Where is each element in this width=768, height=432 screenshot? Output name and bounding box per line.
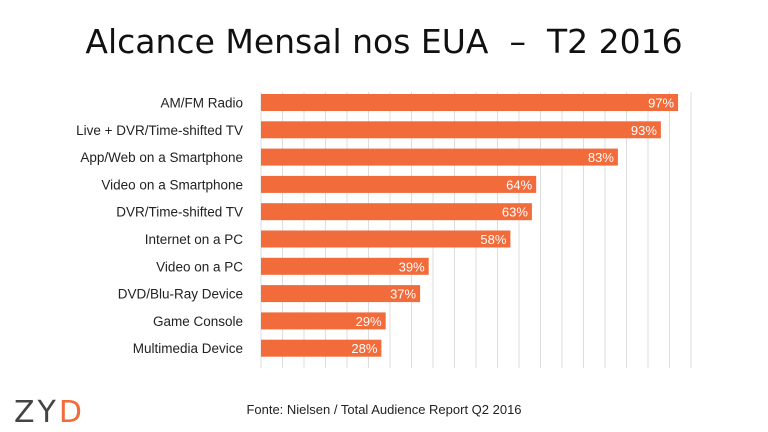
category-labels: AM/FM Radio Live + DVR/Time-shifted TV App…: [76, 96, 243, 357]
value-label: 97%: [648, 96, 674, 111]
bar: [261, 339, 382, 357]
category-label: Internet on a PC: [145, 232, 244, 247]
value-label: 39%: [399, 259, 425, 274]
category-label: DVD/Blu-Ray Device: [118, 287, 243, 302]
bars: [261, 94, 679, 357]
bar: [261, 148, 618, 166]
value-label: 29%: [356, 314, 382, 329]
category-label: Game Console: [153, 314, 243, 329]
value-label: 64%: [506, 177, 532, 192]
bar: [261, 230, 511, 248]
bar: [261, 175, 537, 193]
bar: [261, 94, 679, 111]
category-label: Live + DVR/Time-shifted TV: [76, 123, 243, 138]
bar: [261, 312, 386, 330]
value-label: 28%: [351, 341, 377, 356]
chart-title: Alcance Mensal nos EUA – T2 2016: [85, 22, 683, 61]
category-label: Video on a Smartphone: [101, 177, 243, 192]
bar: [261, 121, 661, 139]
bar: [261, 285, 421, 303]
category-label: Video on a PC: [156, 259, 243, 274]
value-labels: 97% 93% 83% 64% 63% 58% 39% 37% 29% 28%: [351, 96, 674, 357]
value-label: 83%: [588, 150, 614, 165]
zyd-logo: ZYD: [14, 395, 85, 430]
value-label: 37%: [390, 287, 416, 302]
category-label: App/Web on a Smartphone: [80, 150, 243, 165]
bar: [261, 203, 532, 221]
value-label: 63%: [502, 205, 528, 220]
value-label: 93%: [631, 123, 657, 138]
category-label: DVR/Time-shifted TV: [116, 205, 243, 220]
source-note: Fonte: Nielsen / Total Audience Report Q…: [246, 402, 522, 417]
bar: [261, 257, 429, 275]
category-label: Multimedia Device: [133, 341, 243, 356]
value-label: 58%: [480, 232, 506, 247]
category-label: AM/FM Radio: [160, 96, 243, 111]
